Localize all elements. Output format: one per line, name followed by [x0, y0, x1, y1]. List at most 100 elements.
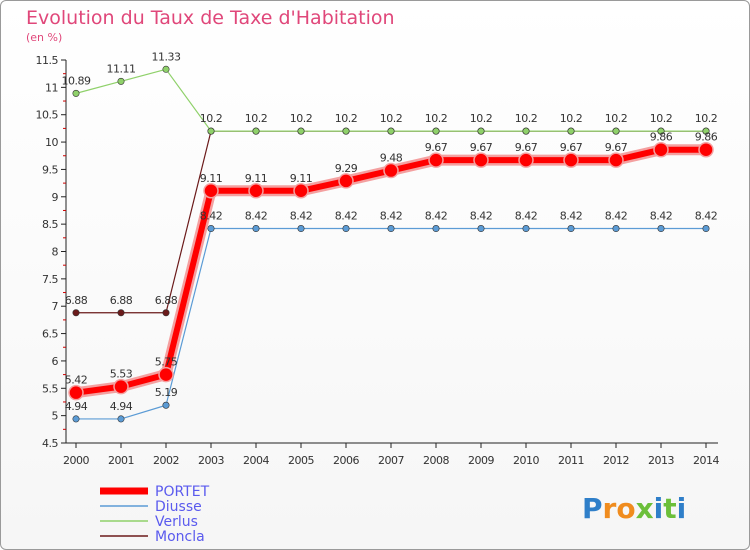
- series-moncla-point: [162, 309, 170, 317]
- series-verlus-point: [387, 127, 395, 135]
- y-tick-label: 4.5: [42, 437, 58, 450]
- x-tick-label: 2006: [333, 454, 359, 467]
- series-verlus-point: [342, 127, 350, 135]
- series-portet-data-label: 9.11: [200, 172, 223, 185]
- series-diusse-point: [657, 225, 665, 233]
- legend-label-diusse: Diusse: [155, 499, 202, 515]
- y-tick-label: 7: [52, 300, 59, 313]
- series-portet-point: [293, 183, 309, 199]
- series-verlus-point: [162, 65, 170, 73]
- series-diusse-data-label: 8.42: [650, 210, 673, 223]
- series-diusse-data-label: 4.94: [65, 400, 88, 413]
- series-moncla-data-label: 10.2: [650, 112, 673, 125]
- series-portet-point: [383, 162, 399, 179]
- x-tick-label: 2012: [603, 454, 629, 467]
- series-portet-point: [428, 152, 444, 168]
- series-portet-data-label: 9.67: [425, 141, 448, 154]
- series-group: [68, 65, 714, 423]
- y-tick-label: 5: [52, 410, 59, 423]
- x-tick-label: 2008: [423, 454, 449, 467]
- series-moncla-data-label: 6.88: [65, 294, 88, 307]
- series-portet-data-label: 5.75: [155, 356, 178, 369]
- series-portet-point: [563, 152, 579, 168]
- series-portet-point: [113, 378, 129, 395]
- y-tick-label: 9: [52, 191, 59, 204]
- x-tick-label: 2013: [648, 454, 674, 467]
- series-portet-data-label: 9.11: [290, 172, 313, 185]
- legend-label-verlus: Verlus: [155, 514, 198, 530]
- series-moncla-data-label: 10.2: [200, 112, 223, 125]
- series-verlus-point: [207, 127, 215, 135]
- series-portet-data-label: 9.48: [380, 152, 403, 165]
- series-diusse-data-label: 8.42: [515, 210, 538, 223]
- logo-letter: t: [663, 492, 676, 525]
- y-tick-label: 5.5: [42, 382, 58, 395]
- series-verlus-point: [567, 127, 575, 135]
- series-diusse-point: [72, 415, 80, 423]
- series-portet-point: [518, 152, 534, 168]
- series-moncla-data-label: 6.88: [155, 294, 178, 307]
- series-portet-point: [473, 152, 489, 168]
- series-portet-point: [608, 152, 624, 168]
- series-diusse-point: [477, 225, 485, 233]
- y-ticks: 4.5 5 5.5 6 6.5 7 7.5 8 8.5 9 9.5 10 10.5 11 11.5: [36, 54, 66, 450]
- x-tick-label: 2000: [63, 454, 89, 467]
- series-diusse-data-label: 8.42: [290, 210, 313, 223]
- series-portet-point: [68, 384, 84, 401]
- series-moncla-point: [117, 309, 125, 317]
- series-verlus-point: [657, 127, 665, 135]
- series-verlus-data-label: 10.89: [62, 74, 91, 87]
- y-tick-label: 7.5: [42, 273, 58, 286]
- series-moncla-data-label: 10.2: [470, 112, 493, 125]
- series-diusse-data-label: 4.94: [110, 400, 133, 413]
- series-moncla-data-label: 10.2: [605, 112, 628, 125]
- logo-letter: x: [636, 492, 654, 525]
- series-moncla-data-label: 6.88: [110, 294, 133, 307]
- series-portet-point: [248, 183, 264, 199]
- x-tick-label: 2014: [693, 454, 719, 467]
- logo-letter: o: [616, 492, 635, 525]
- series-verlus-point: [477, 127, 485, 135]
- y-tick-label: 11: [45, 81, 58, 94]
- series-portet-data-label: 9.29: [335, 162, 358, 175]
- series-diusse-data-label: 8.42: [470, 210, 493, 223]
- y-tick-label: 10.5: [36, 109, 59, 122]
- x-tick-label: 2001: [108, 454, 134, 467]
- data-labels: 6.88 6.88 6.88 10.2 10.2 10.2 10.2 10.2 10.2 10.2…: [62, 50, 719, 413]
- series-diusse-data-label: 8.42: [560, 210, 583, 223]
- logo-letter: P: [582, 492, 603, 525]
- y-tick-label: 8.5: [42, 218, 58, 231]
- y-tick-label: 6: [52, 355, 59, 368]
- logo-text: Proxiti: [582, 492, 686, 525]
- series-verlus-point: [72, 89, 80, 97]
- series-verlus-point: [117, 77, 125, 85]
- logo-letter: i: [677, 492, 687, 525]
- series-portet-data-label: 9.86: [650, 131, 673, 144]
- series-moncla-data-label: 10.2: [425, 112, 448, 125]
- series-portet-data-label: 9.67: [470, 141, 493, 154]
- series-diusse-point: [432, 225, 440, 233]
- proxiti-logo: Proxiti: [582, 492, 686, 525]
- x-tick-label: 2009: [468, 454, 494, 467]
- series-diusse-data-label: 8.42: [245, 210, 268, 223]
- series-portet-data-label: 9.67: [560, 141, 583, 154]
- series-moncla-data-label: 10.2: [380, 112, 403, 125]
- series-verlus-data-label: 11.11: [107, 62, 136, 75]
- series-portet-point: [338, 173, 354, 189]
- series-moncla-data-label: 10.2: [335, 112, 358, 125]
- x-ticks: 2000 2001 2002 2003 2004 2005 2006 2007 2008 2009…: [63, 443, 720, 467]
- series-portet-data-label: 9.86: [695, 131, 718, 144]
- x-tick-label: 2007: [378, 454, 404, 467]
- series-diusse-point: [702, 225, 710, 233]
- y-tick-label: 10: [45, 136, 58, 149]
- series-portet-point: [158, 366, 174, 383]
- logo-letter: r: [603, 492, 617, 525]
- series-diusse-point: [387, 225, 395, 233]
- series-moncla-data-label: 10.2: [560, 112, 583, 125]
- series-diusse-data-label: 8.42: [335, 210, 358, 223]
- series-diusse-data-label: 8.42: [200, 210, 223, 223]
- x-tick-label: 2003: [198, 454, 224, 467]
- series-verlus-point: [522, 127, 530, 135]
